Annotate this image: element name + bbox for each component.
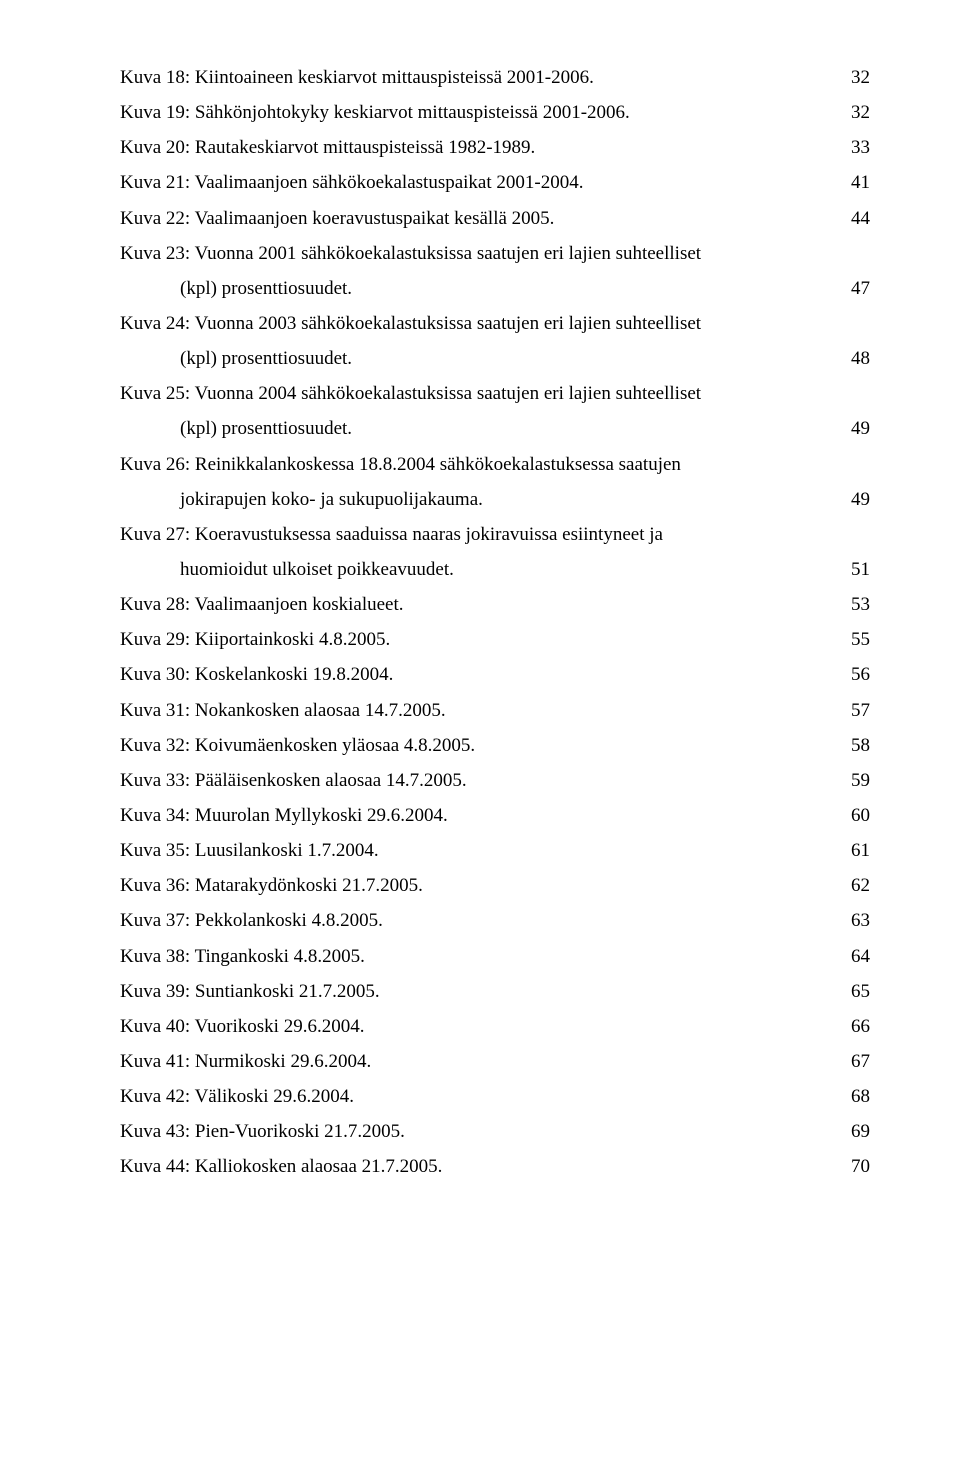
toc-label: Kuva 19: Sähkönjohtokyky keskiarvot mitt…: [120, 95, 841, 130]
toc-page-number: 61: [841, 833, 870, 868]
toc-label: Kuva 39: Suntiankoski 21.7.2005.: [120, 974, 841, 1009]
toc-page-number: 66: [841, 1009, 870, 1044]
toc-label: Kuva 28: Vaalimaanjoen koskialueet.: [120, 587, 841, 622]
toc-page-number: 55: [841, 622, 870, 657]
toc-page-number: 67: [841, 1044, 870, 1079]
toc-page-number: 41: [841, 165, 870, 200]
toc-label: Kuva 37: Pekkolankoski 4.8.2005.: [120, 903, 841, 938]
toc-page-number: 49: [841, 482, 870, 517]
toc-page-number: 51: [841, 552, 870, 587]
toc-label: Kuva 30: Koskelankoski 19.8.2004.: [120, 657, 841, 692]
toc-page-number: 47: [841, 271, 870, 306]
toc-entry: jokirapujen koko- ja sukupuolijakauma.49: [120, 482, 870, 517]
toc-page-number: 53: [841, 587, 870, 622]
toc-label: Kuva 27: Koeravustuksessa saaduissa naar…: [120, 517, 860, 552]
toc-label: (kpl) prosenttiosuudet.: [180, 411, 841, 446]
toc-page-number: 48: [841, 341, 870, 376]
toc-label: Kuva 31: Nokankosken alaosaa 14.7.2005.: [120, 693, 841, 728]
toc-page-number: 56: [841, 657, 870, 692]
toc-label: jokirapujen koko- ja sukupuolijakauma.: [180, 482, 841, 517]
toc-entry: Kuva 28: Vaalimaanjoen koskialueet.53: [120, 587, 870, 622]
toc-label: Kuva 25: Vuonna 2004 sähkökoekalastuksis…: [120, 376, 860, 411]
toc-entry: Kuva 40: Vuorikoski 29.6.2004.66: [120, 1009, 870, 1044]
toc-entry: Kuva 30: Koskelankoski 19.8.2004.56: [120, 657, 870, 692]
toc-entry: Kuva 27: Koeravustuksessa saaduissa naar…: [120, 517, 870, 552]
document-page: Kuva 18: Kiintoaineen keskiarvot mittaus…: [0, 0, 960, 1473]
toc-page-number: 65: [841, 974, 870, 1009]
toc-entry: Kuva 44: Kalliokosken alaosaa 21.7.2005.…: [120, 1149, 870, 1184]
toc-entry: Kuva 19: Sähkönjohtokyky keskiarvot mitt…: [120, 95, 870, 130]
toc-label: Kuva 26: Reinikkalankoskessa 18.8.2004 s…: [120, 447, 860, 482]
toc-entry: Kuva 26: Reinikkalankoskessa 18.8.2004 s…: [120, 447, 870, 482]
toc-entry: Kuva 20: Rautakeskiarvot mittauspisteiss…: [120, 130, 870, 165]
toc-entry: Kuva 32: Koivumäenkosken yläosaa 4.8.200…: [120, 728, 870, 763]
toc-entry: huomioidut ulkoiset poikkeavuudet.51: [120, 552, 870, 587]
toc-entry: (kpl) prosenttiosuudet.47: [120, 271, 870, 306]
toc-entry: Kuva 22: Vaalimaanjoen koeravustuspaikat…: [120, 201, 870, 236]
toc-entry: Kuva 36: Matarakydönkoski 21.7.2005.62: [120, 868, 870, 903]
toc-label: Kuva 21: Vaalimaanjoen sähkökoekalastusp…: [120, 165, 841, 200]
toc-page-number: 44: [841, 201, 870, 236]
toc-entry: Kuva 34: Muurolan Myllykoski 29.6.2004.6…: [120, 798, 870, 833]
toc-page-number: 59: [841, 763, 870, 798]
toc-entry: Kuva 41: Nurmikoski 29.6.2004.67: [120, 1044, 870, 1079]
toc-page-number: 68: [841, 1079, 870, 1114]
toc-entry: Kuva 33: Pääläisenkosken alaosaa 14.7.20…: [120, 763, 870, 798]
toc-label: huomioidut ulkoiset poikkeavuudet.: [180, 552, 841, 587]
toc-label: Kuva 41: Nurmikoski 29.6.2004.: [120, 1044, 841, 1079]
toc-entry: Kuva 21: Vaalimaanjoen sähkökoekalastusp…: [120, 165, 870, 200]
toc-page-number: 60: [841, 798, 870, 833]
toc-entry: Kuva 35: Luusilankoski 1.7.2004.61: [120, 833, 870, 868]
toc-label: Kuva 20: Rautakeskiarvot mittauspisteiss…: [120, 130, 841, 165]
toc-page-number: 58: [841, 728, 870, 763]
toc-entry: Kuva 42: Välikoski 29.6.2004.68: [120, 1079, 870, 1114]
toc-entry: Kuva 43: Pien-Vuorikoski 21.7.2005.69: [120, 1114, 870, 1149]
toc-label: Kuva 35: Luusilankoski 1.7.2004.: [120, 833, 841, 868]
toc-page-number: 70: [841, 1149, 870, 1184]
toc-page-number: 63: [841, 903, 870, 938]
toc-label: Kuva 33: Pääläisenkosken alaosaa 14.7.20…: [120, 763, 841, 798]
toc-label: Kuva 38: Tingankoski 4.8.2005.: [120, 939, 841, 974]
toc-entry: Kuva 18: Kiintoaineen keskiarvot mittaus…: [120, 60, 870, 95]
toc-label: Kuva 44: Kalliokosken alaosaa 21.7.2005.: [120, 1149, 841, 1184]
toc-entry: Kuva 37: Pekkolankoski 4.8.2005.63: [120, 903, 870, 938]
toc-label: Kuva 34: Muurolan Myllykoski 29.6.2004.: [120, 798, 841, 833]
toc-entry: Kuva 24: Vuonna 2003 sähkökoekalastuksis…: [120, 306, 870, 341]
toc-entry: Kuva 38: Tingankoski 4.8.2005.64: [120, 939, 870, 974]
toc-label: Kuva 22: Vaalimaanjoen koeravustuspaikat…: [120, 201, 841, 236]
toc-label: Kuva 23: Vuonna 2001 sähkökoekalastuksis…: [120, 236, 860, 271]
toc-label: (kpl) prosenttiosuudet.: [180, 341, 841, 376]
toc-label: Kuva 32: Koivumäenkosken yläosaa 4.8.200…: [120, 728, 841, 763]
toc-entry: Kuva 23: Vuonna 2001 sähkökoekalastuksis…: [120, 236, 870, 271]
toc-page-number: 57: [841, 693, 870, 728]
toc-entry: (kpl) prosenttiosuudet.49: [120, 411, 870, 446]
toc-label: Kuva 29: Kiiportainkoski 4.8.2005.: [120, 622, 841, 657]
toc-page-number: 32: [841, 60, 870, 95]
toc-page-number: 32: [841, 95, 870, 130]
toc-entry: Kuva 31: Nokankosken alaosaa 14.7.2005.5…: [120, 693, 870, 728]
toc-label: Kuva 40: Vuorikoski 29.6.2004.: [120, 1009, 841, 1044]
toc-entry: Kuva 29: Kiiportainkoski 4.8.2005.55: [120, 622, 870, 657]
toc-entry: Kuva 39: Suntiankoski 21.7.2005.65: [120, 974, 870, 1009]
toc-page-number: 62: [841, 868, 870, 903]
toc-label: Kuva 24: Vuonna 2003 sähkökoekalastuksis…: [120, 306, 860, 341]
toc-entry: Kuva 25: Vuonna 2004 sähkökoekalastuksis…: [120, 376, 870, 411]
toc-label: Kuva 18: Kiintoaineen keskiarvot mittaus…: [120, 60, 841, 95]
toc-label: Kuva 36: Matarakydönkoski 21.7.2005.: [120, 868, 841, 903]
toc-label: (kpl) prosenttiosuudet.: [180, 271, 841, 306]
toc-entry: (kpl) prosenttiosuudet.48: [120, 341, 870, 376]
toc-page-number: 69: [841, 1114, 870, 1149]
toc-page-number: 49: [841, 411, 870, 446]
toc-page-number: 33: [841, 130, 870, 165]
toc-label: Kuva 42: Välikoski 29.6.2004.: [120, 1079, 841, 1114]
toc-page-number: 64: [841, 939, 870, 974]
toc-label: Kuva 43: Pien-Vuorikoski 21.7.2005.: [120, 1114, 841, 1149]
